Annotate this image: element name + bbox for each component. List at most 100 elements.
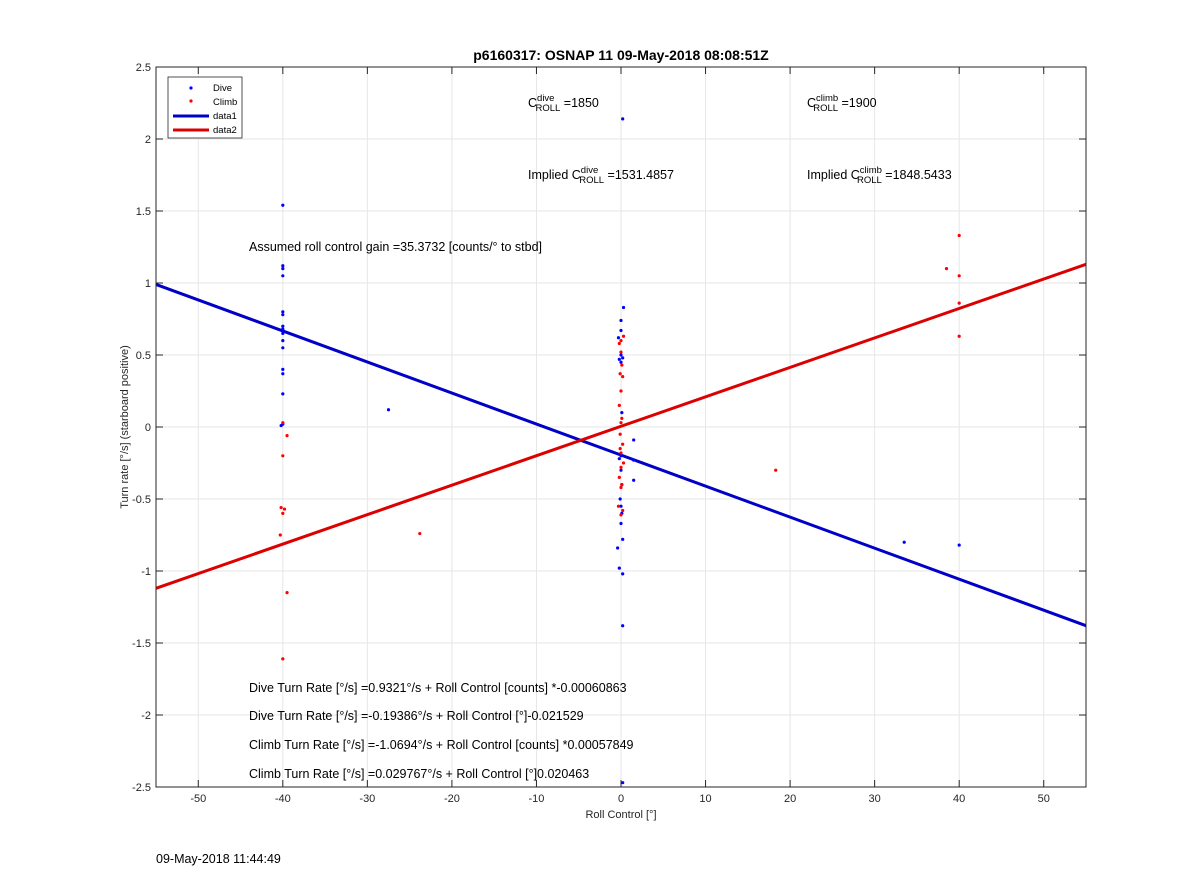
- point-climb: [278, 533, 282, 537]
- point-dive: [281, 339, 285, 343]
- point-dive: [617, 566, 621, 570]
- point-dive: [281, 264, 285, 268]
- c-dive-annotation: Cdive ROLL =1850: [528, 93, 599, 114]
- point-dive: [281, 267, 285, 271]
- point-dive: [621, 572, 625, 576]
- implied-dive-value: =1531.4857: [604, 168, 674, 182]
- y-tick-label: 0: [145, 422, 151, 434]
- point-climb: [281, 454, 285, 458]
- y-tick-label: -1: [141, 566, 151, 578]
- y-tick-label: 2.5: [136, 62, 151, 74]
- point-climb: [618, 447, 622, 451]
- equation-climb-counts: Climb Turn Rate [°/s] =-1.0694°/s + Roll…: [249, 738, 634, 752]
- c-climb-sup: climb: [816, 93, 838, 104]
- y-tick-label: 1.5: [136, 206, 151, 218]
- y-tick-label: -2.5: [132, 782, 151, 794]
- point-climb: [418, 531, 422, 536]
- point-dive: [279, 423, 283, 428]
- c-dive-sup: dive: [537, 93, 554, 104]
- y-axis-label: Turn rate [°/s] (starboard positive): [119, 345, 131, 509]
- point-dive: [621, 305, 626, 310]
- point-dive: [281, 324, 285, 328]
- y-tick-label: 0.5: [136, 350, 151, 362]
- legend-climb-label: Climb: [213, 97, 237, 108]
- x-axis-label: Roll Control [°]: [585, 809, 656, 821]
- point-climb: [620, 416, 624, 420]
- c-climb-annotation: Cclimb ROLL =1900: [807, 93, 877, 114]
- point-dive: [619, 454, 623, 458]
- point-climb: [621, 461, 626, 465]
- point-dive: [281, 313, 285, 317]
- x-tick-label: -40: [275, 793, 291, 805]
- legend-data2-label: data2: [213, 125, 237, 136]
- point-climb: [957, 233, 961, 238]
- implied-dive-annotation: Implied Cdive ROLL =1531.4857: [528, 165, 674, 186]
- x-tick-label: 20: [784, 793, 796, 805]
- point-climb: [618, 432, 622, 436]
- point-climb: [619, 350, 623, 354]
- point-climb: [619, 339, 623, 343]
- implied-dive-sup: dive: [581, 165, 598, 176]
- point-dive: [619, 521, 623, 526]
- x-tick-label: -50: [190, 793, 206, 805]
- point-climb: [618, 372, 622, 376]
- chart-title: p6160317: OSNAP 11 09-May-2018 08:08:51Z: [473, 47, 769, 63]
- point-dive: [281, 274, 285, 278]
- point-climb: [285, 434, 289, 438]
- implied-dive-sub: ROLL: [579, 175, 604, 186]
- point-climb: [619, 421, 623, 425]
- point-climb: [944, 267, 949, 271]
- point-climb: [621, 508, 625, 513]
- point-climb: [619, 485, 623, 490]
- point-climb: [620, 363, 624, 367]
- point-climb: [281, 421, 285, 425]
- point-climb: [617, 341, 621, 346]
- point-dive: [619, 504, 623, 508]
- y-tick-label: 2: [145, 134, 151, 146]
- implied-climb-value: =1848.5433: [882, 168, 952, 182]
- point-climb: [620, 483, 624, 487]
- point-climb: [617, 403, 621, 407]
- point-dive: [621, 537, 625, 541]
- implied-climb-prefix: Implied C: [807, 168, 860, 182]
- point-climb: [619, 465, 623, 469]
- y-tick-label: 1: [145, 278, 151, 290]
- point-climb: [619, 389, 623, 393]
- x-tick-label: -20: [444, 793, 460, 805]
- point-climb: [282, 507, 287, 511]
- point-dive: [620, 411, 624, 415]
- point-climb: [619, 513, 623, 517]
- legend-box: [167, 76, 243, 139]
- x-tick-label: -10: [529, 793, 545, 805]
- point-dive: [632, 478, 636, 482]
- point-dive: [281, 346, 285, 350]
- point-climb: [616, 504, 621, 508]
- point-dive: [619, 468, 623, 472]
- y-tick-label: -0.5: [132, 494, 151, 506]
- point-dive: [621, 356, 625, 360]
- x-tick-label: 30: [869, 793, 881, 805]
- point-dive: [617, 457, 621, 461]
- point-climb: [957, 301, 961, 305]
- point-dive: [617, 357, 621, 361]
- point-dive: [281, 372, 285, 376]
- x-tick-label: 0: [618, 793, 624, 805]
- fit-line-data2: [155, 262, 1087, 590]
- ticks: -50 -40 -30 -20 -10 0 10 20 30 40 50-2.5-2-1.5-1-0…: [132, 62, 1086, 805]
- point-dive: [619, 318, 623, 323]
- point-climb: [774, 468, 778, 472]
- point-dive: [281, 327, 285, 331]
- equation-climb-degrees: Climb Turn Rate [°/s] =0.029767°/s + Rol…: [249, 767, 589, 781]
- data-points: [278, 117, 961, 785]
- legend: Dive Climb data1 data2: [167, 76, 243, 139]
- point-dive: [619, 360, 623, 364]
- point-dive: [281, 367, 285, 371]
- equation-dive-counts: Dive Turn Rate [°/s] =0.9321°/s + Roll C…: [249, 681, 627, 695]
- legend-dive-marker: [189, 86, 193, 90]
- x-tick-label: 50: [1038, 793, 1050, 805]
- equation-dive-degrees: Dive Turn Rate [°/s] =-0.19386°/s + Roll…: [249, 709, 584, 723]
- c-dive-value: =1850: [560, 96, 599, 110]
- x-tick-label: -30: [359, 793, 375, 805]
- point-climb: [621, 442, 625, 446]
